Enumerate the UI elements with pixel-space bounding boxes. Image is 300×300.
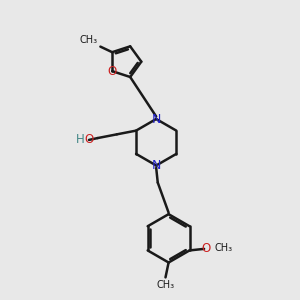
Text: N: N (152, 112, 161, 125)
Text: CH₃: CH₃ (156, 280, 175, 290)
Text: O: O (107, 64, 117, 78)
Text: CH₃: CH₃ (80, 35, 98, 45)
Text: O: O (202, 242, 211, 255)
Text: N: N (152, 159, 161, 172)
Text: CH₃: CH₃ (214, 243, 232, 253)
Text: H: H (76, 134, 85, 146)
Text: O: O (84, 134, 94, 146)
